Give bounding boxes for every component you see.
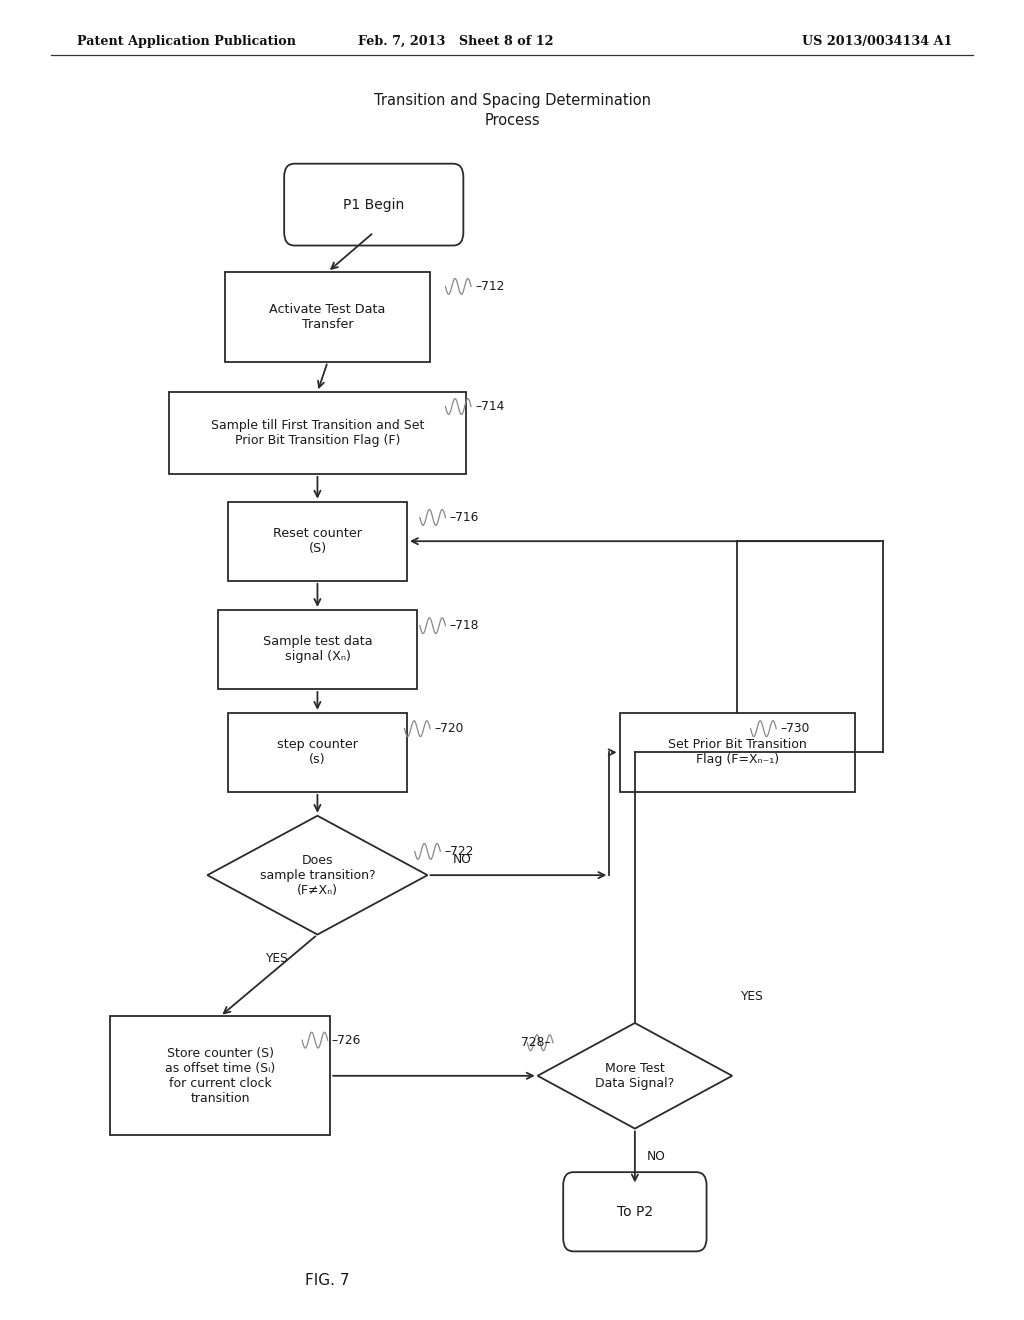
Text: step counter
(s): step counter (s)	[276, 738, 358, 767]
Text: Sample test data
signal (Xₙ): Sample test data signal (Xₙ)	[262, 635, 373, 664]
Text: –714: –714	[475, 400, 505, 413]
Text: Patent Application Publication: Patent Application Publication	[77, 36, 296, 48]
Text: –726: –726	[332, 1034, 361, 1047]
Text: 728–: 728–	[521, 1036, 551, 1049]
Text: NO: NO	[647, 1151, 666, 1163]
Text: Store counter (S)
as offset time (Sᵢ)
for current clock
transition: Store counter (S) as offset time (Sᵢ) fo…	[165, 1047, 275, 1105]
Text: Reset counter
(S): Reset counter (S)	[273, 527, 361, 556]
Text: –730: –730	[780, 722, 810, 735]
Text: Process: Process	[484, 112, 540, 128]
FancyBboxPatch shape	[217, 610, 418, 689]
Text: YES: YES	[740, 990, 763, 1003]
FancyBboxPatch shape	[563, 1172, 707, 1251]
FancyBboxPatch shape	[225, 272, 430, 362]
FancyBboxPatch shape	[227, 713, 407, 792]
Text: More Test
Data Signal?: More Test Data Signal?	[595, 1061, 675, 1090]
Text: FIG. 7: FIG. 7	[305, 1272, 350, 1288]
Text: –718: –718	[450, 619, 479, 632]
FancyBboxPatch shape	[169, 392, 466, 474]
Text: YES: YES	[265, 952, 288, 965]
Text: Transition and Spacing Determination: Transition and Spacing Determination	[374, 92, 650, 108]
Text: P1 Begin: P1 Begin	[343, 198, 404, 211]
Text: NO: NO	[453, 853, 472, 866]
FancyBboxPatch shape	[284, 164, 463, 246]
Text: –722: –722	[444, 845, 474, 858]
Text: –720: –720	[434, 722, 464, 735]
Polygon shape	[538, 1023, 732, 1129]
Text: –712: –712	[475, 280, 505, 293]
Text: Feb. 7, 2013   Sheet 8 of 12: Feb. 7, 2013 Sheet 8 of 12	[358, 36, 553, 48]
FancyBboxPatch shape	[111, 1016, 330, 1135]
FancyBboxPatch shape	[227, 502, 407, 581]
Polygon shape	[207, 816, 428, 935]
Text: Does
sample transition?
(F≠Xₙ): Does sample transition? (F≠Xₙ)	[260, 854, 375, 896]
Text: US 2013/0034134 A1: US 2013/0034134 A1	[802, 36, 952, 48]
Text: –716: –716	[450, 511, 479, 524]
Text: Sample till First Transition and Set
Prior Bit Transition Flag (F): Sample till First Transition and Set Pri…	[211, 418, 424, 447]
FancyBboxPatch shape	[620, 713, 855, 792]
Text: Set Prior Bit Transition
Flag (F=Xₙ₋₁): Set Prior Bit Transition Flag (F=Xₙ₋₁)	[668, 738, 807, 767]
Text: Activate Test Data
Transfer: Activate Test Data Transfer	[269, 302, 386, 331]
Text: To P2: To P2	[616, 1205, 653, 1218]
